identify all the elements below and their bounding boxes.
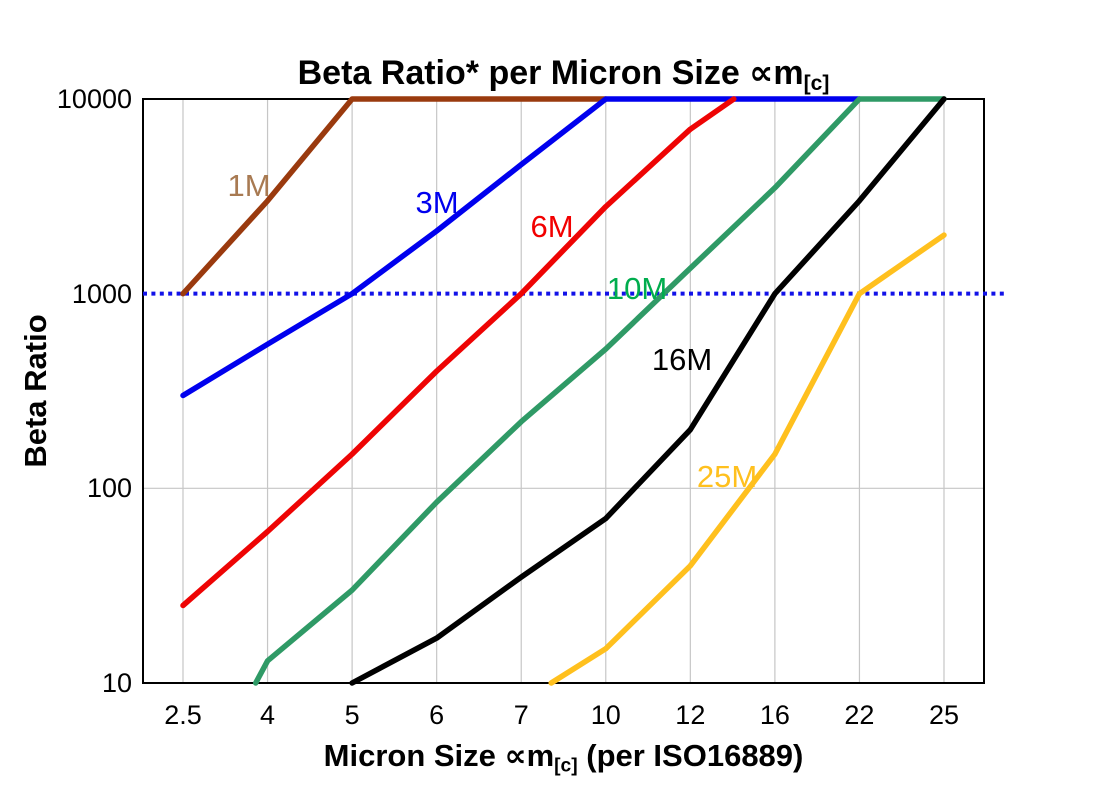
y-tick-label-10: 10: [101, 668, 132, 698]
y-axis-title: Beta Ratio: [18, 314, 53, 468]
series-label-10M: 10M: [606, 271, 668, 306]
y-tick-label-1000: 1000: [71, 278, 132, 309]
x-tick-label-25: 25: [928, 700, 960, 730]
x-axis-title: Micron Size ∝m[c] (per ISO16889): [143, 738, 984, 784]
y-tick-label-10000: 10000: [56, 84, 132, 114]
series-line-10M: [252, 96, 947, 686]
x-axis-title-suffix: (per ISO16889): [577, 738, 804, 773]
series-label-6M: 6M: [530, 209, 574, 244]
x-tick-label-12: 12: [675, 700, 706, 730]
x-axis-title-subscript: [c]: [554, 755, 578, 777]
x-tick-label-16: 16: [759, 700, 790, 730]
x-tick-label-10: 10: [590, 700, 621, 730]
series-line-1M: [180, 96, 609, 297]
series-line-16M: [349, 96, 947, 686]
chart-title-subscript: [c]: [803, 71, 830, 95]
x-tick-label-5: 5: [344, 700, 360, 730]
x-tick-label-4: 4: [260, 700, 276, 730]
series-label-16M: 16M: [651, 342, 713, 377]
y-tick-label-100: 100: [86, 473, 132, 504]
x-tick-label-7: 7: [513, 700, 529, 730]
series-line-3M: [180, 96, 863, 399]
x-tick-label-6: 6: [429, 700, 445, 730]
series-line-25M: [548, 232, 947, 686]
chart-title-text: Beta Ratio* per Micron Size ∝m: [297, 54, 804, 92]
x-tick-label-22: 22: [844, 700, 875, 730]
series-line-6M: [180, 96, 737, 609]
chart-title: Beta Ratio* per Micron Size ∝m[c]: [143, 54, 984, 103]
series-label-1M: 1M: [227, 168, 271, 203]
x-axis-title-text: Micron Size ∝m: [323, 738, 555, 773]
series-label-25M: 25M: [696, 459, 758, 494]
x-tick-label-2.5: 2.5: [164, 700, 202, 730]
series-label-3M: 3M: [415, 185, 459, 220]
